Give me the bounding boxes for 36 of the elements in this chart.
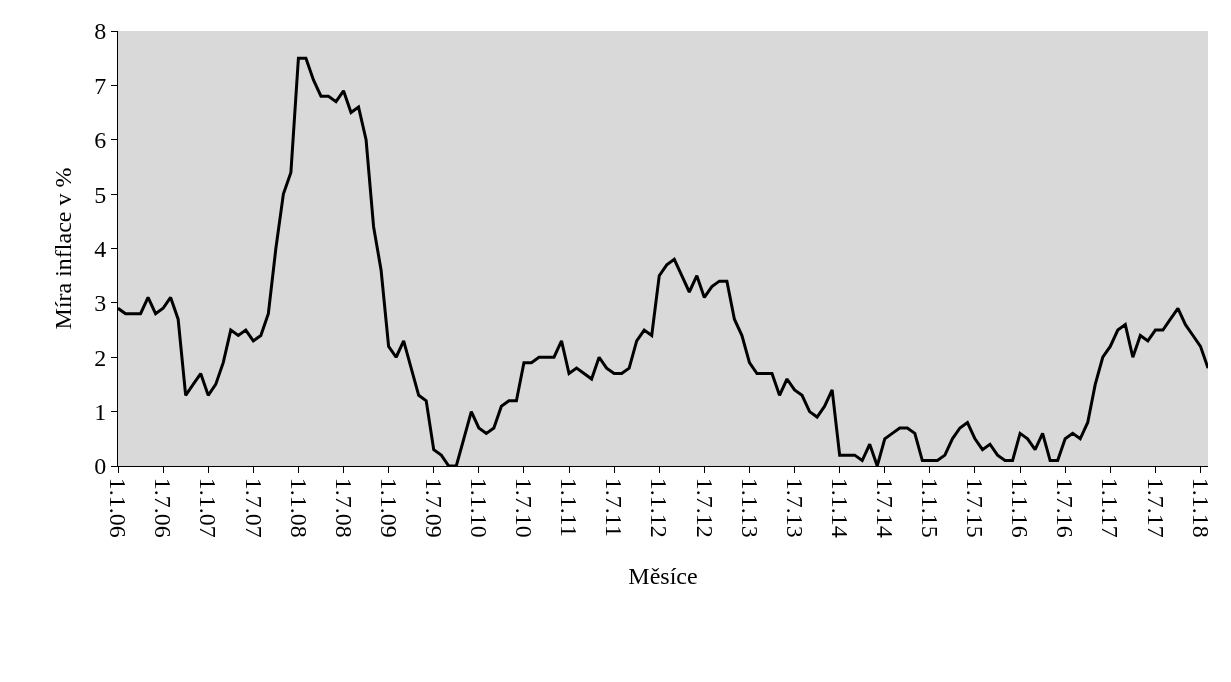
x-tick-label: 1.1.15 — [917, 477, 944, 538]
x-tick-label: 1.7.10 — [511, 477, 538, 538]
x-tick-label: 1.1.06 — [105, 477, 132, 538]
y-tick-label: 0 — [94, 453, 107, 480]
y-tick-label: 8 — [94, 18, 107, 45]
y-tick-label: 3 — [94, 290, 107, 317]
x-tick-label: 1.1.18 — [1187, 477, 1214, 538]
x-tick-label: 1.7.16 — [1052, 477, 1079, 538]
x-tick-label: 1.1.14 — [826, 477, 853, 538]
x-tick-label: 1.1.16 — [1007, 477, 1034, 538]
x-tick-label: 1.7.12 — [691, 477, 718, 538]
y-axis-title: Míra inflace v % — [50, 167, 77, 330]
x-tick-label: 1.7.06 — [150, 477, 177, 538]
x-tick-label: 1.1.08 — [285, 477, 312, 538]
y-tick-label: 1 — [94, 399, 107, 426]
y-tick-label: 6 — [94, 127, 107, 154]
y-tick-label: 2 — [94, 344, 107, 371]
x-tick-label: 1.1.12 — [646, 477, 673, 538]
x-tick-label: 1.7.13 — [781, 477, 808, 538]
x-axis-title: Měsíce — [628, 563, 698, 590]
x-tick-label: 1.1.13 — [736, 477, 763, 538]
x-tick-label: 1.7.17 — [1142, 477, 1169, 538]
x-tick-label: 1.7.11 — [601, 477, 628, 537]
x-tick-label: 1.7.15 — [962, 477, 989, 538]
x-tick-label: 1.7.14 — [871, 477, 898, 538]
x-tick-label: 1.1.17 — [1097, 477, 1124, 538]
y-tick-label: 7 — [94, 72, 107, 99]
x-tick-label: 1.7.07 — [240, 477, 267, 538]
x-tick-label: 1.1.10 — [466, 477, 493, 538]
y-tick-label: 5 — [94, 181, 107, 208]
x-tick-label: 1.1.11 — [556, 477, 583, 537]
x-tick-label: 1.1.09 — [375, 477, 402, 538]
x-tick-label: 1.7.09 — [420, 477, 447, 538]
y-tick-label: 4 — [94, 235, 107, 262]
x-tick-label: 1.1.07 — [195, 477, 222, 538]
x-tick-label: 1.7.08 — [330, 477, 357, 538]
